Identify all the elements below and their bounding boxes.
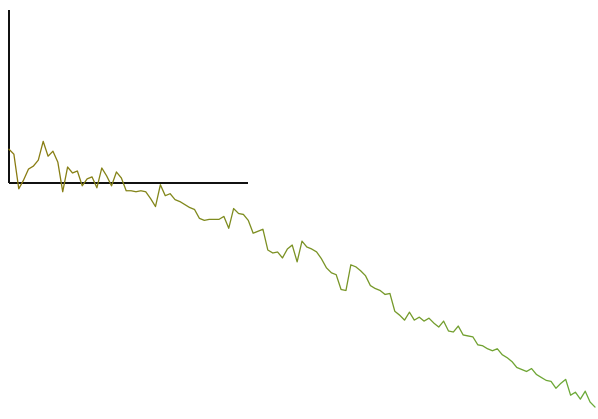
series-layer <box>8 140 596 408</box>
series-line-1 <box>8 140 596 408</box>
